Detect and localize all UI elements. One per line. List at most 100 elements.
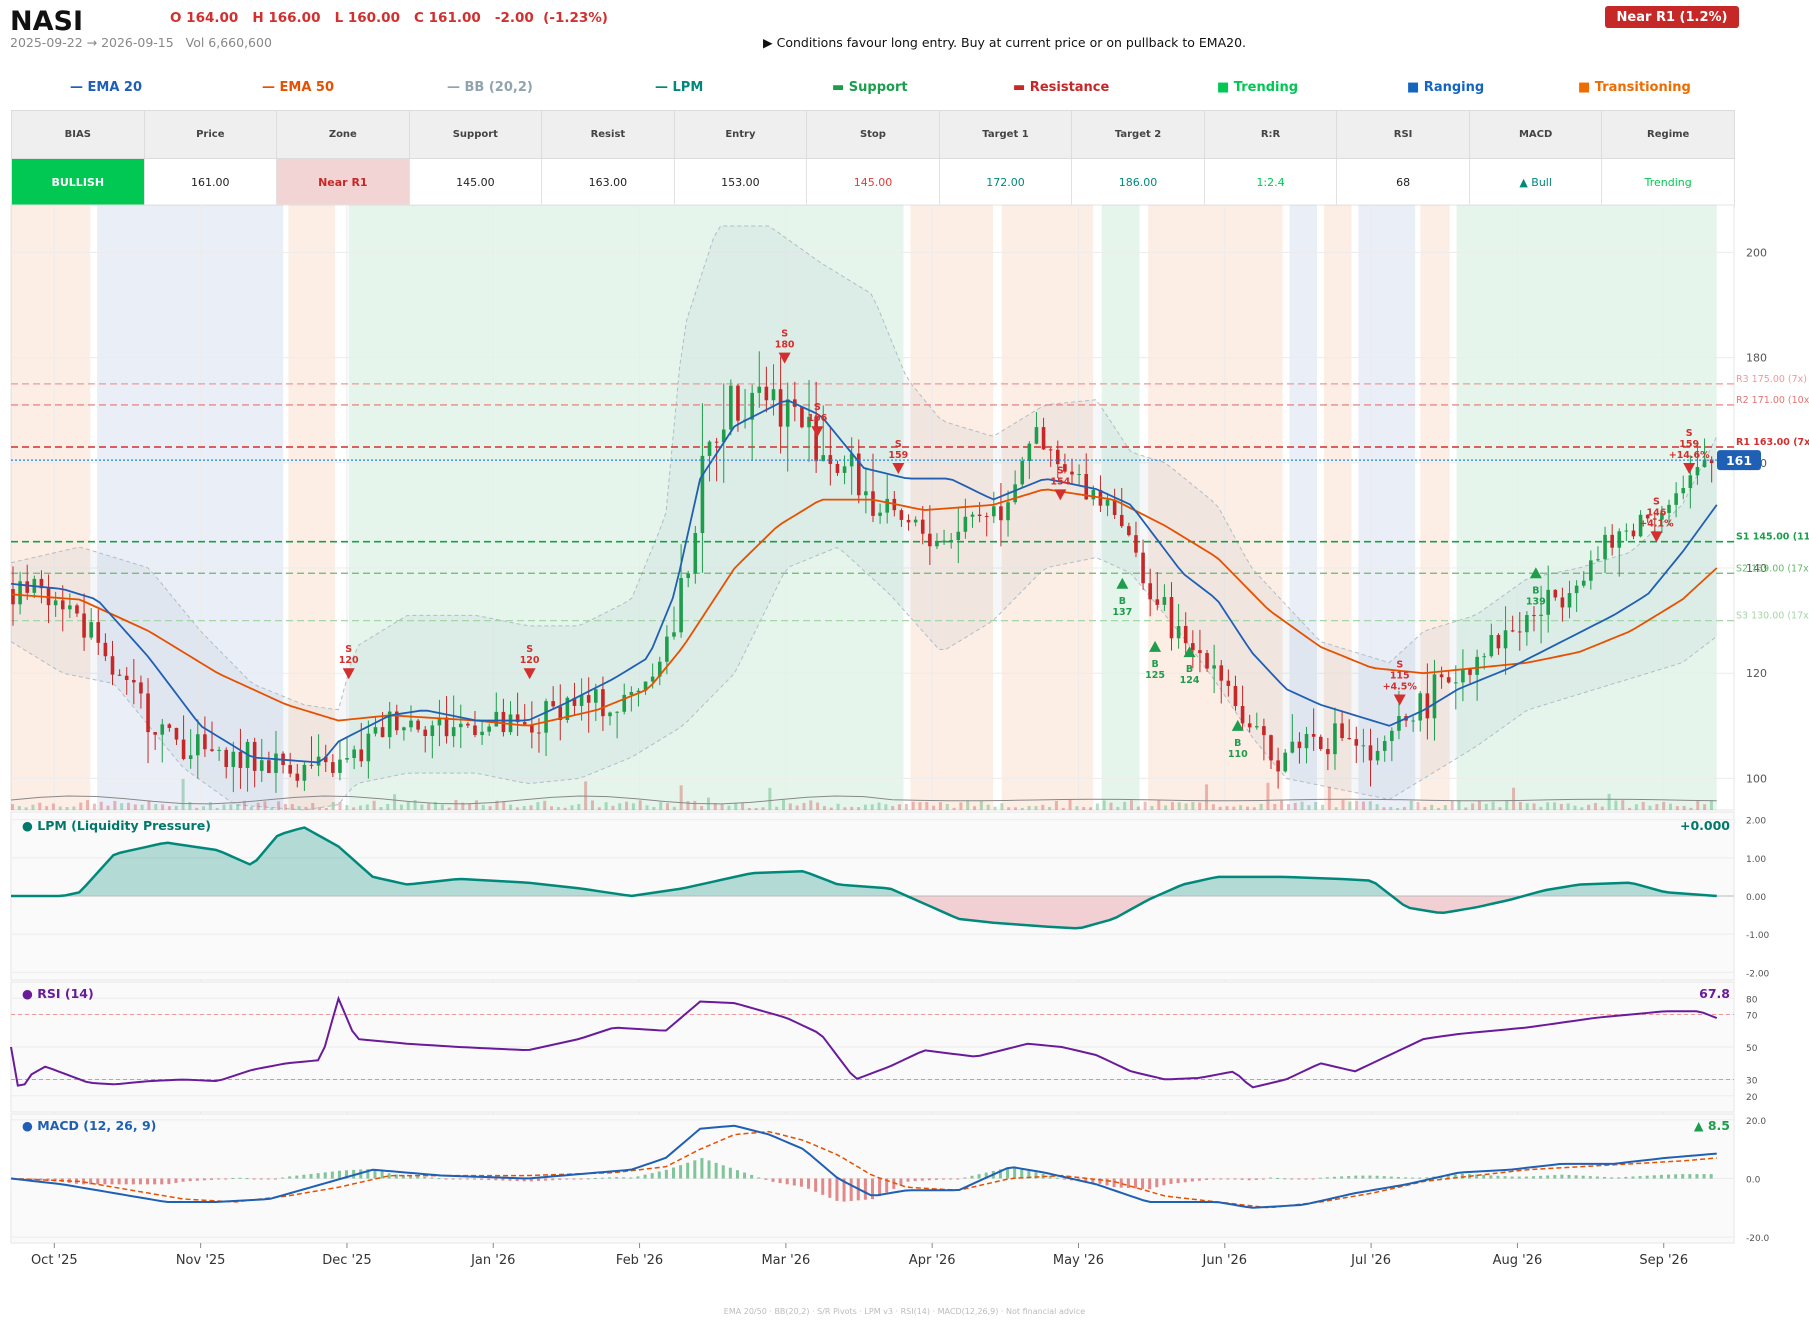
macd-histogram-bar	[778, 1178, 782, 1184]
volume-bar	[1464, 807, 1468, 810]
regime-band-3	[348, 205, 904, 810]
candle-body	[259, 760, 264, 771]
candle-body	[1432, 674, 1437, 719]
volume-bar	[1109, 802, 1113, 810]
current-price-label: 161	[1726, 453, 1752, 468]
volume-bar	[966, 800, 970, 810]
lpm-panel-tick-label: 1.00	[1746, 855, 1766, 865]
candle-body	[1183, 626, 1188, 644]
legend-item-7: ■ Ranging	[1407, 80, 1485, 95]
volume-bar	[795, 805, 799, 810]
candle-body	[1034, 427, 1039, 444]
macd-histogram-bar	[224, 1178, 228, 1180]
signal-label-10: S 115 +4.5%	[1383, 660, 1418, 693]
candle-body	[1020, 461, 1025, 485]
x-tick-label-2: Dec '25	[322, 1253, 371, 1268]
volume-bar	[1164, 805, 1168, 810]
summary-header-row: BIAS Price Zone Support Resist Entry Stop Targe…	[11, 110, 1735, 159]
sell-signal-marker-10	[1393, 694, 1406, 706]
candle-body	[1596, 559, 1600, 561]
candle-body	[594, 689, 598, 703]
candle-body	[1198, 650, 1202, 654]
macd-histogram-bar	[1531, 1176, 1535, 1179]
legend-item-5: ▬ Resistance	[1013, 80, 1110, 95]
volume-bar	[120, 803, 124, 810]
macd-histogram-bar	[1034, 1172, 1038, 1179]
candle-body	[103, 642, 108, 657]
volume-bar	[297, 806, 301, 810]
volume-bar	[1409, 800, 1413, 810]
macd-histogram-bar	[892, 1178, 896, 1189]
macd-histogram-bar	[821, 1178, 825, 1195]
candle-body	[636, 690, 641, 693]
volume-bar	[372, 800, 376, 810]
macd-histogram-bar	[1013, 1167, 1017, 1179]
macd-histogram-bar	[814, 1178, 818, 1192]
macd-histogram-bar	[202, 1178, 206, 1181]
macd-histogram-bar	[1681, 1174, 1685, 1179]
volume-bar	[672, 806, 676, 810]
volume-bar	[283, 804, 287, 810]
candle-body	[657, 661, 662, 677]
volume-bar	[1587, 804, 1591, 810]
volume-bar	[38, 802, 42, 810]
candle-body	[444, 717, 449, 737]
candle-body	[643, 681, 648, 691]
near-resistance-badge: Near R1 (1.2%)	[1605, 6, 1739, 28]
volume-bar	[1593, 803, 1597, 810]
macd-histogram-bar	[1311, 1178, 1315, 1180]
macd-histogram-bar	[1226, 1178, 1230, 1180]
sell-signal-marker-12	[1650, 531, 1663, 543]
macd-histogram-bar	[1446, 1174, 1450, 1179]
lpm-panel-tick-label: -1.00	[1746, 931, 1770, 941]
candle-body	[878, 512, 882, 516]
macd-histogram-bar	[842, 1178, 846, 1202]
macd-histogram-bar	[401, 1175, 405, 1179]
price-chart[interactable]: 100120140160180200R3 175.00 (7x)R2 171.0…	[0, 0, 1809, 1300]
volume-bar	[242, 800, 246, 810]
macd-histogram-bar	[579, 1178, 583, 1180]
summary-header-target-2: Target 2	[1071, 110, 1205, 159]
candle-body	[1169, 597, 1174, 639]
volume-bar	[1123, 801, 1127, 810]
macd-histogram-bar	[757, 1177, 761, 1179]
candle-body	[451, 727, 456, 737]
candle-body	[856, 453, 861, 496]
candle-body	[331, 762, 335, 773]
volume-bar	[1423, 807, 1427, 810]
candle-body	[1006, 502, 1010, 521]
buy-signal-marker-9	[1231, 719, 1244, 731]
candle-body	[1318, 736, 1323, 750]
candle-body	[885, 498, 890, 513]
volume-bar	[1484, 803, 1488, 810]
macd-histogram-bar	[1688, 1174, 1692, 1179]
volume-bar	[788, 803, 792, 810]
volume-bar	[645, 805, 649, 810]
candle-body	[1510, 630, 1515, 632]
macd-histogram-bar	[1176, 1178, 1180, 1184]
volume-bar	[1471, 803, 1475, 810]
signal-label-13: S 159 +14.6%	[1669, 428, 1710, 461]
footer-note: EMA 20/50 · BB(20,2) · S/R Pivots · LPM …	[723, 1307, 1086, 1316]
signal-label-4: S 159	[888, 439, 908, 461]
volume-bar	[1198, 802, 1202, 810]
candle-body	[423, 729, 428, 736]
macd-histogram-bar	[1667, 1174, 1671, 1179]
volume-bar	[686, 801, 690, 810]
macd-histogram-bar	[1539, 1175, 1543, 1179]
macd-histogram-bar	[700, 1158, 704, 1179]
macd-histogram-bar	[828, 1178, 832, 1198]
volume-bar	[1170, 801, 1174, 810]
macd-histogram-bar	[743, 1172, 747, 1179]
volume-bar	[290, 804, 294, 810]
macd-histogram-bar	[302, 1174, 306, 1179]
volume-bar	[863, 804, 867, 810]
volume-bar	[413, 800, 417, 810]
volume-bar	[161, 804, 165, 810]
candle-body	[970, 514, 975, 517]
candle-body	[1695, 467, 1700, 476]
volume-bar	[590, 800, 594, 810]
macd-histogram-bar	[721, 1165, 725, 1179]
macd-histogram-bar	[643, 1174, 647, 1179]
macd-histogram-bar	[1105, 1178, 1109, 1186]
